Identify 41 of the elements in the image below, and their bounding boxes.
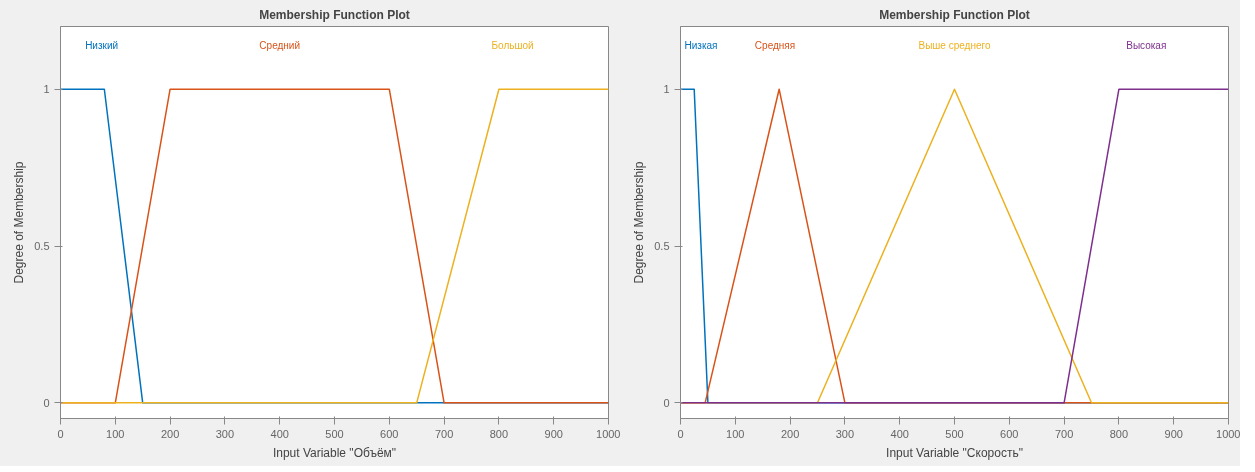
text: Высокая — [1126, 40, 1167, 52]
y-tick-label: 1 — [663, 83, 670, 96]
text: Средняя — [754, 40, 796, 52]
x-tick-label: 1000 — [596, 427, 621, 440]
x-tick-label: 100 — [726, 427, 745, 440]
chart-title: Membership Function Plot — [879, 7, 1030, 22]
x-tick-label: 400 — [270, 427, 289, 440]
text: Низкий — [85, 40, 119, 52]
text: Выше среднего — [918, 40, 991, 52]
x-tick-label: 600 — [1000, 427, 1019, 440]
x-tick-label: 800 — [1109, 427, 1129, 440]
y-tick-label: 0.5 — [654, 240, 670, 253]
x-tick-label: 0 — [57, 427, 64, 440]
x-tick-label: 500 — [325, 427, 344, 440]
x-tick-label: 700 — [434, 427, 454, 440]
x-axis-title: Input Variable "Объём" — [272, 445, 397, 460]
x-tick-label: 300 — [835, 427, 855, 440]
text: Большой — [491, 40, 534, 52]
x-tick-label: 600 — [380, 427, 399, 440]
x-tick-label: 800 — [489, 427, 509, 440]
x-tick-label: 100 — [106, 427, 125, 440]
text: Низкая — [684, 40, 718, 52]
y-tick-label: 0.5 — [34, 240, 50, 253]
y-tick-label: 0 — [43, 396, 50, 409]
x-tick-label: 1000 — [1216, 427, 1241, 440]
y-tick-label: 1 — [43, 83, 50, 96]
y-tick-label: 0 — [663, 396, 670, 409]
x-tick-label: 900 — [1164, 427, 1183, 440]
x-tick-label: 0 — [677, 427, 684, 440]
y-axis-title: Degree of Membership — [632, 161, 647, 284]
x-tick-label: 200 — [160, 427, 180, 440]
x-axis-title: Input Variable "Скорость" — [886, 445, 1023, 460]
text: Средний — [259, 40, 301, 52]
y-axis-title: Degree of Membership — [12, 161, 27, 284]
x-tick-label: 700 — [1054, 427, 1074, 440]
x-tick-label: 200 — [780, 427, 800, 440]
x-tick-label: 400 — [890, 427, 909, 440]
chart-title: Membership Function Plot — [259, 7, 410, 22]
x-tick-label: 900 — [544, 427, 563, 440]
x-tick-label: 300 — [215, 427, 235, 440]
x-tick-label: 500 — [945, 427, 964, 440]
